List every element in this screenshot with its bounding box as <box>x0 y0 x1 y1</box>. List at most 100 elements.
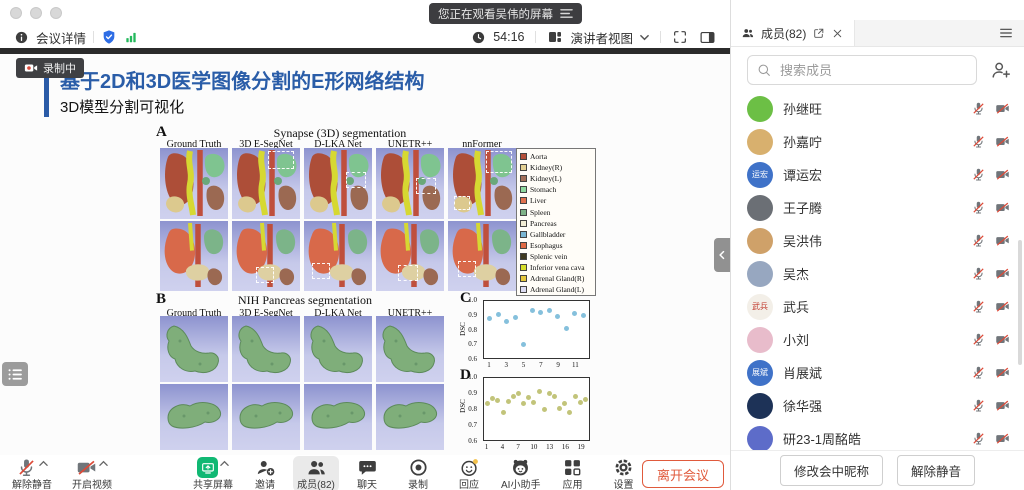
fullscreen-icon[interactable] <box>672 29 688 45</box>
camera-off-icon[interactable] <box>995 266 1010 281</box>
add-person-icon[interactable] <box>990 59 1012 81</box>
column-header: nnFormer <box>462 139 502 150</box>
camera-off-icon[interactable] <box>995 332 1010 347</box>
y-tick-label: 0.6 <box>468 355 477 363</box>
x-tick-label: 3 <box>504 361 509 369</box>
mic-off-icon[interactable] <box>971 233 986 248</box>
popout-icon[interactable] <box>812 27 825 40</box>
member-row[interactable]: 吴杰 <box>731 257 1024 290</box>
camera-off-icon[interactable] <box>995 134 1010 149</box>
meeting-details-link[interactable]: 会议详情 <box>36 31 87 46</box>
x-tick-label: 10 <box>530 443 538 451</box>
footer-unmute-button[interactable]: 解除静音 <box>897 455 976 486</box>
member-row[interactable]: 孙继旺 <box>731 92 1024 125</box>
sidebar-toggle-icon[interactable] <box>699 29 716 46</box>
floating-list-button[interactable] <box>2 362 28 386</box>
camera-off-icon[interactable] <box>995 299 1010 314</box>
close-window-button[interactable] <box>10 7 22 19</box>
member-name: 武兵 <box>783 300 810 315</box>
mic-off-icon[interactable] <box>971 299 986 314</box>
mic-off-icon[interactable] <box>971 167 986 182</box>
toolbar-item-label: 应用 <box>562 480 583 490</box>
edit-nickname-button[interactable]: 修改会中昵称 <box>779 455 883 486</box>
unmute-button[interactable]: 解除静音 <box>8 456 56 490</box>
chevron-down-icon <box>640 33 649 42</box>
view-mode-selector[interactable]: 演讲者视图 <box>547 28 649 47</box>
mic-off-icon[interactable] <box>971 365 986 380</box>
slide-subtitle: 3D模型分割可视化 <box>60 99 185 116</box>
security-shield-icon[interactable] <box>101 29 117 45</box>
zoom-window-button[interactable] <box>50 7 62 19</box>
member-row[interactable]: 小刘 <box>731 323 1024 356</box>
panel-menu-icon[interactable] <box>998 25 1014 41</box>
caret-up-icon[interactable] <box>39 459 48 468</box>
member-row[interactable]: 运宏 谭运宏 <box>731 158 1024 191</box>
info-icon[interactable] <box>14 30 29 45</box>
scatter-point <box>529 307 535 313</box>
legend-label: Stomach <box>530 185 557 195</box>
mic-off-icon[interactable] <box>971 266 986 281</box>
camera-off-icon[interactable] <box>995 200 1010 215</box>
mic-off-icon[interactable] <box>971 101 986 116</box>
banner-menu-icon[interactable] <box>560 7 573 20</box>
chat-button[interactable]: 聊天 <box>344 456 390 490</box>
network-signal-icon[interactable] <box>124 30 138 44</box>
member-name: 孙继旺 <box>783 102 823 117</box>
legend-swatch <box>520 219 527 227</box>
camera-off-icon[interactable] <box>995 233 1010 248</box>
member-row[interactable]: 吴洪伟 <box>731 224 1024 257</box>
segmentation-render <box>232 148 300 219</box>
member-row[interactable]: 孙嘉咛 <box>731 125 1024 158</box>
caret-up-icon[interactable] <box>99 459 108 468</box>
y-tick-label: 1.0 <box>468 373 477 381</box>
members-button[interactable]: 成员(82) <box>293 456 339 490</box>
record-button[interactable]: 录制 <box>395 456 441 490</box>
share-screen-button[interactable]: 共享屏幕 <box>189 456 237 490</box>
member-name: 肖展斌 <box>783 366 823 381</box>
clock-icon <box>471 30 486 45</box>
member-status-icons <box>971 266 1010 281</box>
scatter-point <box>552 394 557 400</box>
member-row[interactable]: 展斌 肖展斌 <box>731 356 1024 389</box>
caret-up-icon[interactable] <box>220 459 229 468</box>
watching-screen-banner[interactable]: 您正在观看吴伟的屏幕 <box>429 3 582 24</box>
panel-collapse-handle[interactable] <box>714 238 730 272</box>
mic-off-icon[interactable] <box>971 134 986 149</box>
settings-button[interactable]: 设置 <box>600 456 646 490</box>
camera-off-icon[interactable] <box>995 101 1010 116</box>
camera-off-icon[interactable] <box>995 431 1010 446</box>
member-row[interactable]: 武兵 武兵 <box>731 290 1024 323</box>
camera-off-icon[interactable] <box>995 398 1010 413</box>
column-header: 3D E-SegNet <box>239 308 293 319</box>
minimize-window-button[interactable] <box>30 7 42 19</box>
legend-swatch <box>520 263 527 271</box>
member-row[interactable]: 研23-1周酩皓 <box>731 422 1024 450</box>
member-name: 小刘 <box>783 333 810 348</box>
ai-assistant-button[interactable]: AI小助手 <box>497 456 544 490</box>
camera-off-icon[interactable] <box>995 365 1010 380</box>
apps-button[interactable]: 应用 <box>549 456 595 490</box>
scatter-point <box>510 394 516 400</box>
close-icon[interactable] <box>831 27 844 40</box>
mic-off-icon[interactable] <box>971 398 986 413</box>
y-tick-label: 0.8 <box>468 405 477 413</box>
toolbar-item-label: 成员(82) <box>297 480 335 490</box>
member-row[interactable]: 王子腾 <box>731 191 1024 224</box>
x-tick-label: 1 <box>484 443 489 451</box>
recording-badge: 录制中 <box>16 58 84 78</box>
start-video-button[interactable]: 开启视频 <box>68 456 116 490</box>
invite-button[interactable]: 邀请 <box>242 456 288 490</box>
mic-off-icon[interactable] <box>971 431 986 446</box>
reactions-button[interactable]: 回应 <box>446 456 492 490</box>
mic-off-icon[interactable] <box>971 332 986 347</box>
scatter-point <box>531 399 537 405</box>
search-input[interactable] <box>747 55 977 85</box>
scrollbar-thumb[interactable] <box>1018 240 1022 365</box>
leave-meeting-button[interactable]: 离开会议 <box>641 460 724 488</box>
member-row[interactable]: 徐华强 <box>731 389 1024 422</box>
members-tab[interactable]: 成员(82) <box>731 20 856 46</box>
camera-off-icon[interactable] <box>995 167 1010 182</box>
mic-off-icon[interactable] <box>971 200 986 215</box>
scatter-point <box>515 391 521 396</box>
avatar <box>747 425 773 450</box>
